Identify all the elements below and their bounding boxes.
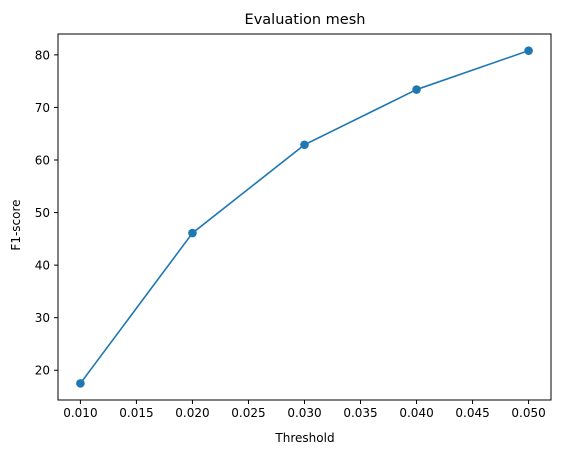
x-tick-label: 0.020	[175, 406, 209, 420]
x-tick-label: 0.015	[119, 406, 153, 420]
x-axis: 0.010 0.015 0.020 0.025 0.030 0.035 0.040 0.045…	[63, 400, 546, 420]
x-tick-label: 0.040	[399, 406, 433, 420]
x-tick-label: 0.030	[287, 406, 321, 420]
x-axis-label: Threshold	[274, 431, 334, 445]
x-tick-label: 0.045	[455, 406, 489, 420]
data-point	[412, 85, 421, 94]
x-tick-label: 0.035	[343, 406, 377, 420]
data-point	[524, 46, 533, 55]
y-tick-label: 60	[35, 153, 50, 167]
x-tick-label: 0.010	[63, 406, 97, 420]
data-point	[188, 228, 197, 238]
y-tick-label: 20	[35, 364, 50, 378]
series-line	[79, 49, 529, 384]
chart-title: Evaluation mesh	[245, 12, 366, 28]
x-tick-label: 0.025	[231, 406, 265, 420]
y-tick-label: 50	[35, 206, 50, 220]
data-point	[300, 140, 309, 150]
x-tick-label: 0.050	[511, 406, 545, 420]
y-tick-label: 80	[35, 48, 50, 62]
y-tick-label: 30	[35, 311, 50, 325]
y-axis-label: F1-score	[9, 199, 23, 250]
data-point	[76, 379, 85, 388]
plot-area	[57, 33, 552, 401]
y-axis: 20 30 40 50 60 70 80	[35, 48, 58, 378]
plot-frame	[57, 33, 552, 401]
y-tick-label: 70	[35, 101, 50, 115]
y-tick-label: 40	[35, 259, 50, 273]
